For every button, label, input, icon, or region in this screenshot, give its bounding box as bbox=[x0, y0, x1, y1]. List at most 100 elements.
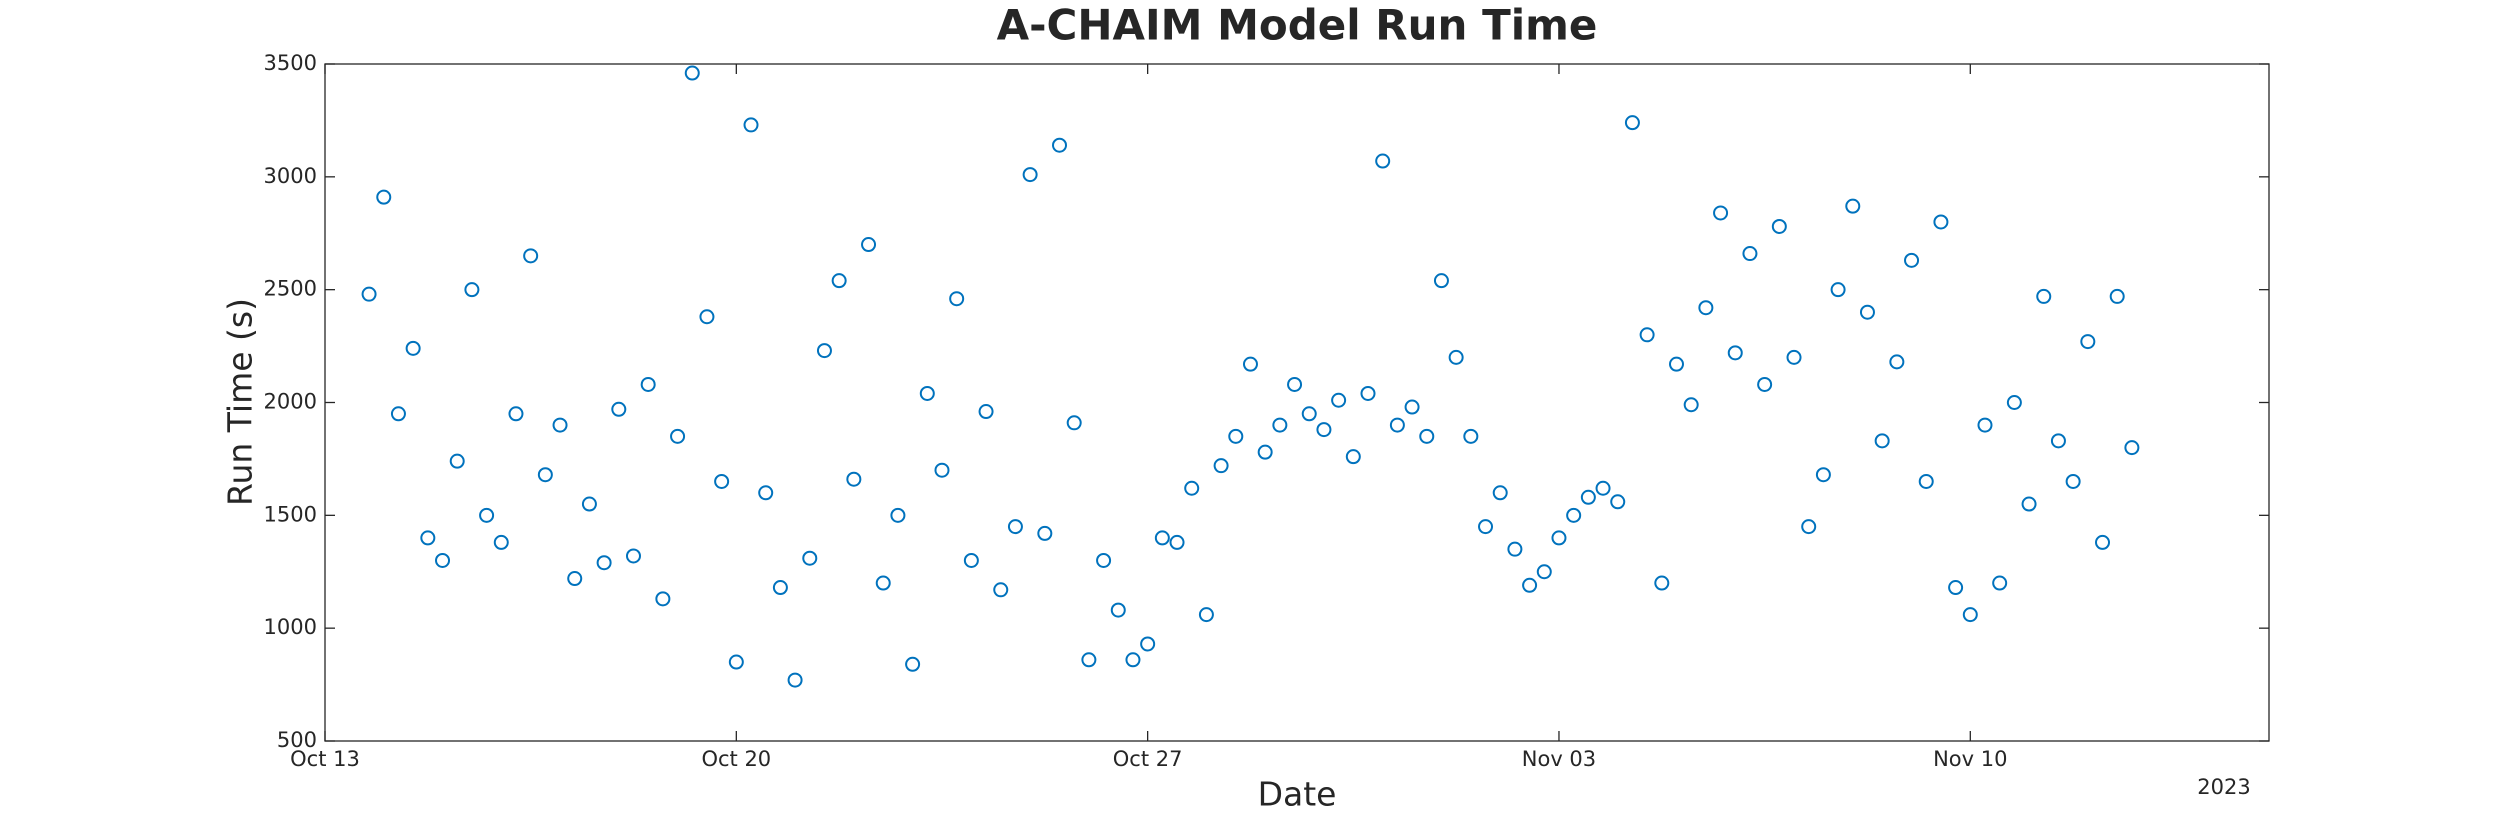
data-point bbox=[919, 385, 935, 401]
data-point bbox=[1859, 304, 1875, 320]
data-point bbox=[1448, 349, 1464, 365]
data-point bbox=[1419, 428, 1435, 444]
data-point bbox=[1654, 575, 1670, 591]
y-tick-label: 3000 bbox=[264, 164, 317, 188]
data-point bbox=[537, 467, 553, 483]
data-point bbox=[1992, 575, 2008, 591]
data-point bbox=[1096, 552, 1112, 568]
data-point bbox=[993, 582, 1009, 598]
data-point bbox=[1198, 607, 1214, 623]
data-point bbox=[1169, 534, 1185, 550]
data-point bbox=[1066, 415, 1082, 431]
data-point bbox=[963, 552, 979, 568]
data-point bbox=[1360, 385, 1376, 401]
data-point bbox=[596, 555, 612, 571]
data-point bbox=[611, 401, 627, 417]
data-point bbox=[1213, 458, 1229, 474]
data-point bbox=[1184, 480, 1200, 496]
data-point bbox=[625, 548, 641, 564]
x-tick-label: Oct 20 bbox=[701, 747, 771, 771]
data-point bbox=[1771, 218, 1787, 234]
data-point bbox=[1389, 417, 1405, 433]
data-point bbox=[816, 343, 832, 359]
data-point bbox=[728, 654, 744, 670]
data-point bbox=[1257, 444, 1273, 460]
y-tick-label: 1000 bbox=[264, 615, 317, 639]
data-point bbox=[846, 471, 862, 487]
data-point bbox=[743, 117, 759, 133]
data-point bbox=[420, 530, 436, 546]
data-point bbox=[390, 406, 406, 422]
data-point bbox=[1962, 607, 1978, 623]
data-point bbox=[640, 376, 656, 392]
data-point bbox=[2124, 440, 2140, 456]
data-point bbox=[1345, 449, 1361, 465]
x-tick-label: Oct 13 bbox=[290, 747, 360, 771]
data-point bbox=[1830, 282, 1846, 298]
data-point bbox=[1140, 636, 1156, 652]
data-point bbox=[1786, 349, 1802, 365]
data-point bbox=[1331, 392, 1347, 408]
data-point bbox=[875, 575, 891, 591]
data-point bbox=[1904, 252, 1920, 268]
data-point bbox=[2050, 433, 2066, 449]
x-tick-label: Nov 03 bbox=[1522, 747, 1596, 771]
data-point bbox=[1081, 652, 1097, 668]
data-point bbox=[670, 428, 686, 444]
data-point bbox=[1272, 417, 1288, 433]
data-point bbox=[479, 507, 495, 523]
data-point bbox=[1052, 137, 1068, 153]
data-point bbox=[1301, 406, 1317, 422]
data-point bbox=[1154, 530, 1170, 546]
x-year-label: 2023 bbox=[2197, 775, 2250, 799]
data-point bbox=[1977, 417, 1993, 433]
data-point bbox=[1757, 376, 1773, 392]
data-point bbox=[508, 406, 524, 422]
data-point bbox=[2095, 534, 2111, 550]
data-point bbox=[1918, 473, 1934, 489]
data-point bbox=[464, 282, 480, 298]
data-point bbox=[552, 417, 568, 433]
y-tick-label: 500 bbox=[277, 728, 317, 752]
data-point bbox=[1433, 273, 1449, 289]
data-point bbox=[1228, 428, 1244, 444]
data-point bbox=[1580, 489, 1596, 505]
data-point bbox=[787, 672, 803, 688]
data-point bbox=[1815, 467, 1831, 483]
data-point bbox=[802, 550, 818, 566]
data-point bbox=[2080, 334, 2096, 350]
data-point bbox=[449, 453, 465, 469]
data-point bbox=[1375, 153, 1391, 169]
data-point bbox=[1610, 494, 1626, 510]
data-point bbox=[1478, 519, 1494, 535]
y-tick-label: 2500 bbox=[264, 277, 317, 301]
data-point bbox=[2021, 496, 2037, 512]
data-point bbox=[1698, 300, 1714, 316]
y-tick-label: 2000 bbox=[264, 390, 317, 414]
data-point bbox=[2065, 473, 2081, 489]
data-point bbox=[1125, 652, 1141, 668]
data-point bbox=[1889, 354, 1905, 370]
data-point bbox=[699, 309, 715, 325]
data-point bbox=[523, 248, 539, 264]
data-point bbox=[1683, 397, 1699, 413]
x-tick-label: Nov 10 bbox=[1933, 747, 2007, 771]
data-point bbox=[1639, 327, 1655, 343]
data-point bbox=[405, 340, 421, 356]
data-point bbox=[1522, 577, 1538, 593]
y-tick-label: 3500 bbox=[264, 51, 317, 75]
data-point bbox=[831, 273, 847, 289]
data-point bbox=[772, 580, 788, 596]
data-point bbox=[890, 507, 906, 523]
data-point bbox=[934, 462, 950, 478]
data-point bbox=[978, 404, 994, 420]
data-point bbox=[1492, 485, 1508, 501]
data-point bbox=[1404, 399, 1420, 415]
data-point bbox=[1566, 507, 1582, 523]
data-point bbox=[1287, 376, 1303, 392]
data-point bbox=[1624, 115, 1640, 131]
data-point bbox=[361, 286, 377, 302]
data-point bbox=[684, 65, 700, 81]
data-point bbox=[1507, 541, 1523, 557]
